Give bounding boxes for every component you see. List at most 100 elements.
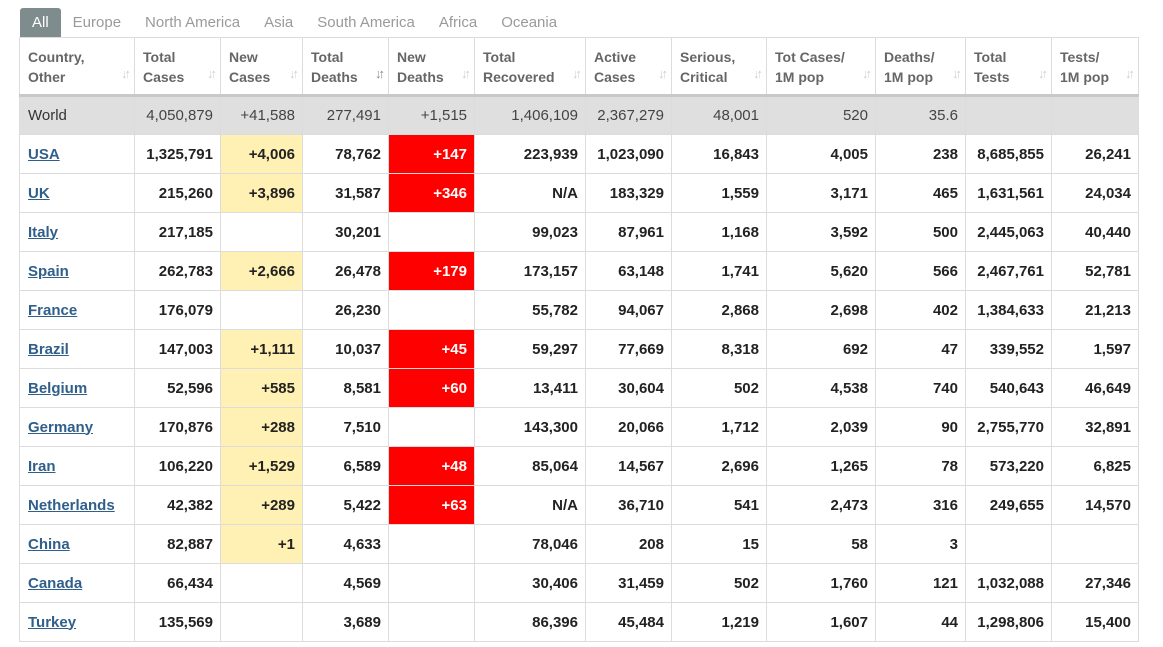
country-link[interactable]: Iran <box>28 457 56 475</box>
sort-icon[interactable]: ↓↑ <box>289 66 299 81</box>
sort-icon[interactable]: ↓↑ <box>461 66 471 81</box>
sort-icon[interactable]: ↓↑ <box>862 66 872 81</box>
cell-serious-critical: 8,318 <box>671 329 767 369</box>
cell-new-cases <box>220 212 303 252</box>
table-row: Spain 262,783 +2,666 26,478 +179 173,157 63,14… <box>19 251 1139 291</box>
header-tests-per-1m[interactable]: Tests/1M pop ↓↑ <box>1051 37 1139 97</box>
country-link[interactable]: Belgium <box>28 379 88 397</box>
cell-active-cases: 94,067 <box>585 290 672 330</box>
cell-total-tests: 1,631,561 <box>965 173 1052 213</box>
country-link[interactable]: UK <box>28 184 50 202</box>
cell-deaths-per-1m: 500 <box>875 212 966 252</box>
cell-total-deaths: 78,762 <box>302 134 389 174</box>
cell-tot-cases-per-1m: 4,538 <box>766 368 876 408</box>
header-deaths-per-1m[interactable]: Deaths/1M pop ↓↑ <box>875 37 966 97</box>
sort-icon[interactable]: ↓↑ <box>121 66 131 81</box>
table-row: UK 215,260 +3,896 31,587 +346 N/A 183,329 1,559… <box>19 173 1139 213</box>
tab-asia[interactable]: Asia <box>264 14 294 31</box>
country-link[interactable]: Turkey <box>28 613 77 631</box>
header-label-line2: Recovered <box>483 69 555 85</box>
cell-total-recovered: 85,064 <box>474 446 586 486</box>
cell-active-cases: 14,567 <box>585 446 672 486</box>
cell-new-cases: +288 <box>220 407 303 447</box>
cell-country-other: Germany <box>19 407 135 447</box>
cell-deaths-per-1m: 78 <box>875 446 966 486</box>
cell-total-deaths: 8,581 <box>302 368 389 408</box>
cell-new-cases: +1,529 <box>220 446 303 486</box>
cell-country-other: Italy <box>19 212 135 252</box>
cell-deaths-per-1m: 47 <box>875 329 966 369</box>
cell-serious-critical: 502 <box>671 563 767 603</box>
cell-total-recovered: 78,046 <box>474 524 586 564</box>
sort-icon[interactable]: ↓↑ <box>375 66 385 81</box>
cell-country-other: Belgium <box>19 368 135 408</box>
country-link[interactable]: Brazil <box>28 340 69 358</box>
cell-total-cases: 176,079 <box>134 290 221 330</box>
header-label-line1: Active <box>594 49 637 65</box>
cell-new-deaths <box>388 290 475 330</box>
cell-serious-critical: 2,696 <box>671 446 767 486</box>
header-new-cases[interactable]: New Cases ↓↑ <box>220 37 303 97</box>
sort-icon[interactable]: ↓↑ <box>1038 66 1048 81</box>
header-new-deaths[interactable]: New Deaths ↓↑ <box>388 37 475 97</box>
tab-europe[interactable]: Europe <box>72 14 122 31</box>
cell-total-recovered: 55,782 <box>474 290 586 330</box>
sort-icon[interactable]: ↓↑ <box>952 66 962 81</box>
country-link[interactable]: France <box>28 301 78 319</box>
cell-total-cases: 42,382 <box>134 485 221 525</box>
cell-total-cases: 52,596 <box>134 368 221 408</box>
cell-tot-cases-per-1m: 3,592 <box>766 212 876 252</box>
header-label-line2: Deaths <box>397 69 444 85</box>
header-active-cases[interactable]: Active Cases ↓↑ <box>585 37 672 97</box>
header-serious-critical[interactable]: Serious, Critical ↓↑ <box>671 37 767 97</box>
sort-icon[interactable]: ↓↑ <box>207 66 217 81</box>
cell-total-recovered: 30,406 <box>474 563 586 603</box>
sort-icon[interactable]: ↓↑ <box>658 66 668 81</box>
header-total-recovered[interactable]: Total Recovered ↓↑ <box>474 37 586 97</box>
cell-deaths-per-1m: 121 <box>875 563 966 603</box>
header-total-deaths[interactable]: Total Deaths ↓↑ <box>302 37 389 97</box>
sort-icon[interactable]: ↓↑ <box>572 66 582 81</box>
tab-north-america[interactable]: North America <box>145 14 241 31</box>
country-link[interactable]: USA <box>28 145 60 163</box>
cell-total-recovered: 143,300 <box>474 407 586 447</box>
country-link[interactable]: Germany <box>28 418 94 436</box>
table-row: France 176,079 26,230 55,782 94,067 2,868 2,69… <box>19 290 1139 330</box>
tab-africa[interactable]: Africa <box>438 14 478 31</box>
cell-new-deaths: +45 <box>388 329 475 369</box>
header-label-line2: Critical <box>680 69 728 85</box>
header-label-line1: Total <box>483 49 516 65</box>
header-country-other[interactable]: Country, Other ↓↑ <box>19 37 135 97</box>
cell-total-cases: 217,185 <box>134 212 221 252</box>
country-link[interactable]: Canada <box>28 574 83 592</box>
cell-deaths-per-1m: 402 <box>875 290 966 330</box>
cell-new-deaths: +63 <box>388 485 475 525</box>
sort-icon[interactable]: ↓↑ <box>1125 66 1135 81</box>
cell-new-deaths <box>388 602 475 642</box>
table-header-row: Country, Other ↓↑ Total Cases ↓↑ New Cases ↓↑ Tot… <box>19 37 1139 97</box>
tab-oceania[interactable]: Oceania <box>501 14 558 31</box>
cell-tests-per-1m: 26,241 <box>1051 134 1139 174</box>
cell-new-cases: +3,896 <box>220 173 303 213</box>
cell-active-cases: 36,710 <box>585 485 672 525</box>
continent-tabs: All Europe North America Asia South Amer… <box>20 8 569 38</box>
tab-south-america[interactable]: South America <box>317 14 415 31</box>
header-label-line1: Tests/ <box>1060 49 1100 65</box>
header-label-line1: New <box>397 49 426 65</box>
cell-country-other: Brazil <box>19 329 135 369</box>
header-label-line2: 1M pop <box>884 69 933 85</box>
country-link[interactable]: Netherlands <box>28 496 115 514</box>
cell-country-other: Spain <box>19 251 135 291</box>
tab-all[interactable]: All <box>20 8 61 38</box>
sort-icon[interactable]: ↓↑ <box>753 66 763 81</box>
header-tot-cases-per-1m[interactable]: Tot Cases/1M pop ↓↑ <box>766 37 876 97</box>
cell-deaths-per-1m: 238 <box>875 134 966 174</box>
cell-new-deaths <box>388 524 475 564</box>
header-total-tests[interactable]: Total Tests ↓↑ <box>965 37 1052 97</box>
country-link[interactable]: China <box>28 535 70 553</box>
table-row: Belgium 52,596 +585 8,581 +60 13,411 30,604 502… <box>19 368 1139 408</box>
country-link[interactable]: Italy <box>28 223 59 241</box>
header-total-cases[interactable]: Total Cases ↓↑ <box>134 37 221 97</box>
country-link[interactable]: Spain <box>28 262 69 280</box>
cell-new-cases <box>220 563 303 603</box>
